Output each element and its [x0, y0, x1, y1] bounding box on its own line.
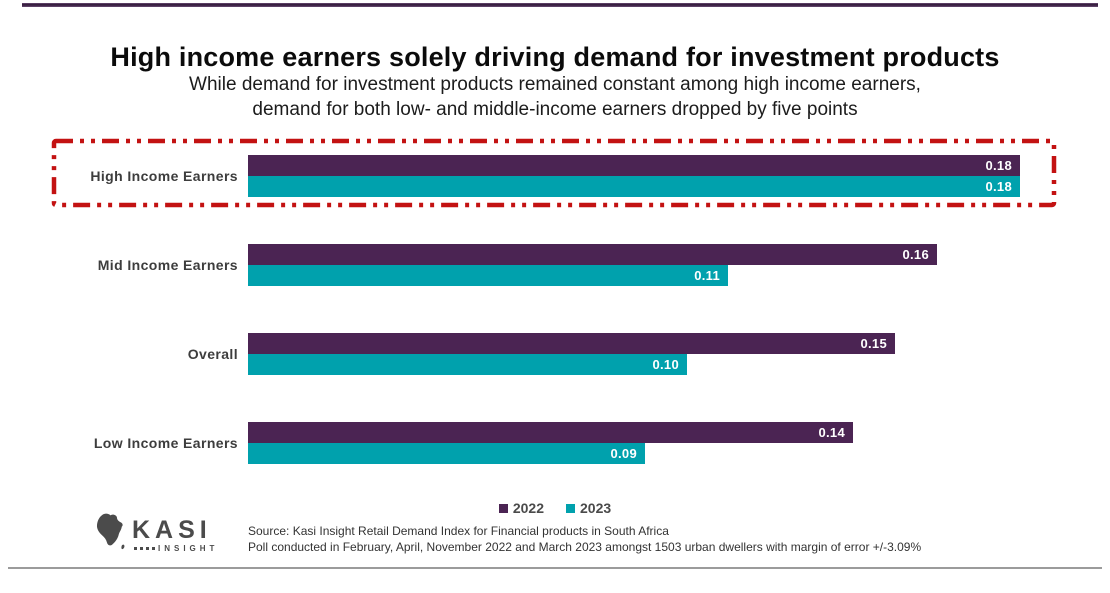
bar-2023: 0.09: [248, 443, 645, 464]
legend-color-chip: [566, 503, 575, 513]
logo-sub-row: INSIGHT: [134, 543, 219, 553]
top-rule-line: [22, 3, 1098, 7]
chart-subtitle-line-1: While demand for investment products rem…: [189, 74, 921, 95]
highlight-dashed-box: [51, 138, 1057, 208]
bar-value-label: 0.18: [985, 179, 1012, 194]
bar-2023: 0.18: [248, 176, 1020, 197]
legend-label: 2023: [580, 500, 612, 516]
bar-2022: 0.16: [248, 244, 937, 265]
africa-icon: [96, 513, 125, 550]
source-note: Source: Kasi Insight Retail Demand Index…: [248, 524, 1048, 555]
legend-item-2022: 2022: [498, 500, 544, 516]
bar-value-label: 0.16: [902, 247, 929, 262]
bar-2023: 0.10: [248, 354, 687, 375]
kasi-insight-logo: KASI INSIGHT: [86, 511, 231, 559]
bar-value-label: 0.10: [652, 357, 679, 372]
chart-legend: 2022 2023: [0, 498, 1110, 518]
bottom-rule-line: [8, 567, 1102, 569]
bar-value-label: 0.14: [818, 425, 845, 440]
category-label: Mid Income Earners: [97, 257, 238, 273]
logo-text: KASI INSIGHT: [132, 515, 219, 553]
bar-value-label: 0.09: [610, 446, 637, 461]
logo-brand-text: KASI: [132, 515, 212, 544]
logo-dot: [152, 547, 155, 550]
bar-value-label: 0.15: [860, 336, 887, 351]
bar-2022: 0.14: [248, 422, 853, 443]
bar-2022: 0.18: [248, 155, 1020, 176]
bar-2023: 0.11: [248, 265, 728, 286]
logo-sub-text: INSIGHT: [158, 543, 219, 553]
bar-value-label: 0.18: [985, 158, 1012, 173]
bar-value-label: 0.11: [694, 268, 720, 283]
legend-color-chip: [498, 503, 508, 513]
category-label: High Income Earners: [90, 168, 238, 184]
logo-dot: [146, 547, 149, 550]
source-line-2: Poll conducted in February, April, Novem…: [248, 539, 922, 554]
legend-item-2023: 2023: [566, 500, 611, 516]
category-label: Low Income Earners: [93, 435, 238, 451]
category-label: Overall: [187, 346, 238, 362]
legend-label: 2022: [512, 500, 544, 516]
chart-subtitle-line-2: demand for both low- and middle-income e…: [252, 99, 858, 120]
logo-dot: [140, 547, 143, 550]
chart-subtitle: While demand for investment products rem…: [0, 72, 1110, 122]
bar-2022: 0.15: [248, 333, 895, 354]
chart-title: High income earners solely driving deman…: [110, 42, 1000, 73]
source-line-1: Source: Kasi Insight Retail Demand Index…: [248, 524, 669, 538]
logo-dot: [134, 547, 137, 550]
